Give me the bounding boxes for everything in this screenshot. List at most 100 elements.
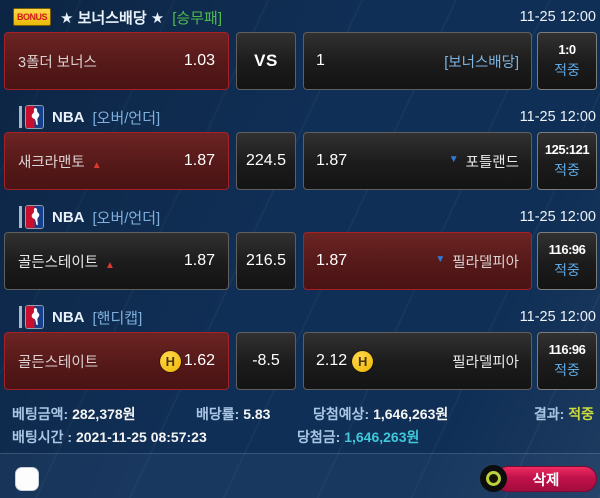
baseline-value: 224.5 xyxy=(245,152,287,169)
down-triangle-icon: ▼ xyxy=(435,253,446,265)
result-summary-label: 결과: xyxy=(533,406,565,422)
away-odds: 1.87 xyxy=(316,152,348,169)
home-label: 3폴더 보너스 xyxy=(18,54,97,71)
section-header: NBA [오버/언더] 11-25 12:00 xyxy=(0,205,596,229)
home-odds-box-selected[interactable]: 3폴더 보너스 1.03 xyxy=(4,32,229,90)
market-type-label: [오버/언더] xyxy=(92,209,161,227)
baseline-value: 216.5 xyxy=(245,252,287,269)
header-divider xyxy=(19,106,22,128)
bet-section-bonus: BONUS ★ 보너스배당 ★ [승무패] 11-25 12:00 3폴더 보너… xyxy=(0,0,600,100)
market-type-label: [오버/언더] xyxy=(92,109,161,127)
handicap-line-box: -8.5 xyxy=(236,332,296,390)
section-title: NBA xyxy=(52,208,85,226)
nba-logo-icon xyxy=(26,306,43,328)
bet-time-label: 배팅시간 : xyxy=(12,429,73,445)
select-checkbox[interactable] xyxy=(15,467,39,491)
result-label: 적중 xyxy=(554,362,580,378)
summary-line-2: 배팅시간 : 2021-11-25 08:57:23 당첨금: 1,646,26… xyxy=(0,427,600,447)
expected-win-label: 당첨예상: xyxy=(313,406,370,422)
nba-logo-icon xyxy=(26,206,43,228)
bet-section-nba-3: NBA [핸디캡] 11-25 12:00 골든스테이트 H 1.62 -8.5 … xyxy=(0,300,600,400)
result-label: 적중 xyxy=(554,162,580,178)
bet-amount-label: 베팅금액: xyxy=(12,406,69,422)
bet-row: 새크라맨토 ▲ 1.87 224.5 1.87 ▼ 포틀랜드 125:121 적중 xyxy=(0,132,600,192)
result-label: 적중 xyxy=(554,62,580,78)
handicap-value: -8.5 xyxy=(252,352,280,369)
win-amount-label: 당첨금: xyxy=(297,429,341,445)
delete-button-label: 삭제 xyxy=(532,472,560,489)
home-label: 골든스테이트 xyxy=(18,354,99,371)
result-summary-value: 적중 xyxy=(568,406,594,422)
summary-line-1: 베팅금액: 282,378원 배당률: 5.83 당첨예상: 1,646,263… xyxy=(0,404,600,424)
down-triangle-icon: ▼ xyxy=(448,153,459,165)
up-triangle-icon: ▲ xyxy=(105,259,115,271)
score-value: 116:96 xyxy=(548,242,586,257)
away-odds: 2.12 H xyxy=(316,350,374,372)
section-header: NBA [핸디캡] 11-25 12:00 xyxy=(0,305,596,329)
section-title: NBA xyxy=(52,308,85,326)
nba-logo-icon xyxy=(26,106,43,128)
section-title: ★ 보너스배당 ★ xyxy=(60,9,165,27)
match-date: 11-25 12:00 xyxy=(519,309,596,325)
section-title: NBA xyxy=(52,108,85,126)
bonus-badge: BONUS xyxy=(13,8,52,26)
under-odds-box-selected[interactable]: 1.87 ▼ 필라델피아 xyxy=(303,232,532,290)
header-divider xyxy=(19,206,22,228)
away-label: ▼ 포틀랜드 xyxy=(448,153,519,171)
win-amount-value: 1,646,263원 xyxy=(344,429,420,445)
up-triangle-icon: ▲ xyxy=(91,159,102,171)
score-box: 116:96 적중 xyxy=(537,232,597,290)
result-label: 적중 xyxy=(554,262,580,278)
bet-section-nba-2: NBA [오버/언더] 11-25 12:00 골든스테이트 ▲ 1.87 216… xyxy=(0,200,600,300)
under-odds-box[interactable]: 1.87 ▼ 포틀랜드 xyxy=(303,132,532,190)
away-handicap-odds-box[interactable]: 2.12 H 필라델피아 xyxy=(303,332,532,390)
home-handicap-odds-box-selected[interactable]: 골든스테이트 H 1.62 xyxy=(4,332,229,390)
bet-row: 3폴더 보너스 1.03 VS 1 [보너스배당] 1:0 적중 xyxy=(0,32,600,92)
header-divider xyxy=(19,306,22,328)
over-odds-box-selected[interactable]: 새크라맨토 ▲ 1.87 xyxy=(4,132,229,190)
delete-button[interactable]: 삭제 xyxy=(495,466,597,492)
score-box: 125:121 적중 xyxy=(537,132,597,190)
away-odds-box[interactable]: 1 [보너스배당] xyxy=(303,32,532,90)
section-header: NBA [오버/언더] 11-25 12:00 xyxy=(0,105,596,129)
total-odds-value: 5.83 xyxy=(243,406,271,422)
away-odds: 1 xyxy=(316,52,325,69)
bet-row: 골든스테이트 H 1.62 -8.5 2.12 H 필라델피아 116:96 적중 xyxy=(0,332,600,392)
market-type-label: [핸디캡] xyxy=(92,309,143,327)
score-value: 116:96 xyxy=(548,342,586,357)
delete-radio-icon[interactable] xyxy=(480,465,507,492)
home-label: 골든스테이트 ▲ xyxy=(18,254,115,271)
away-label: [보너스배당] xyxy=(444,54,519,71)
score-box: 116:96 적중 xyxy=(537,332,597,390)
center-odds-box[interactable]: VS xyxy=(236,32,296,90)
away-label: 필라델피아 xyxy=(452,354,519,371)
bet-amount-value: 282,378원 xyxy=(72,406,136,422)
total-odds-label: 배당률: xyxy=(196,406,240,422)
match-date: 11-25 12:00 xyxy=(519,9,596,25)
score-box: 1:0 적중 xyxy=(537,32,597,90)
baseline-box: 224.5 xyxy=(236,132,296,190)
home-label: 새크라맨토 ▲ xyxy=(18,154,102,171)
score-value: 1:0 xyxy=(558,42,576,57)
match-date: 11-25 12:00 xyxy=(519,209,596,225)
home-odds: 1.87 xyxy=(183,252,215,269)
section-header: BONUS ★ 보너스배당 ★ [승무패] 11-25 12:00 xyxy=(0,5,596,29)
bet-row: 골든스테이트 ▲ 1.87 216.5 1.87 ▼ 필라델피아 116:96 적중 xyxy=(0,232,600,292)
home-odds: 1.03 xyxy=(183,52,215,69)
bet-section-nba-1: NBA [오버/언더] 11-25 12:00 새크라맨토 ▲ 1.87 224.… xyxy=(0,100,600,200)
over-odds-box[interactable]: 골든스테이트 ▲ 1.87 xyxy=(4,232,229,290)
home-odds: H 1.62 xyxy=(159,350,215,372)
handicap-icon: H xyxy=(159,350,181,372)
match-date: 11-25 12:00 xyxy=(519,109,596,125)
bet-time-value: 2021-11-25 08:57:23 xyxy=(75,429,207,445)
away-label: ▼ 필라델피아 xyxy=(435,253,519,271)
handicap-icon: H xyxy=(352,350,374,372)
baseline-box: 216.5 xyxy=(236,232,296,290)
away-odds: 1.87 xyxy=(316,252,348,269)
score-value: 125:121 xyxy=(544,142,590,157)
expected-win-value: 1,646,263원 xyxy=(373,406,449,422)
home-odds: 1.87 xyxy=(183,152,215,169)
market-type-label: [승무패] xyxy=(172,9,222,27)
vs-label: VS xyxy=(254,51,278,70)
